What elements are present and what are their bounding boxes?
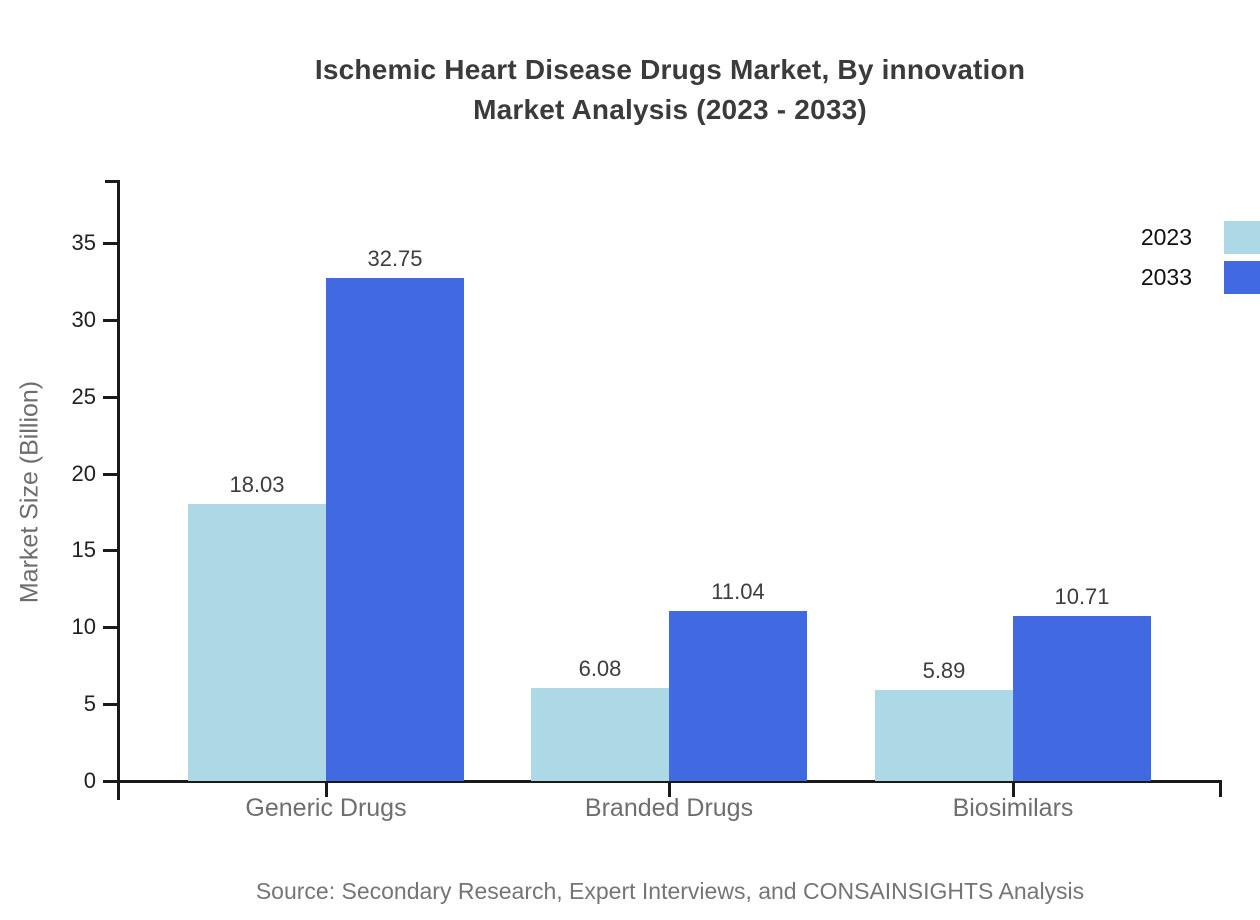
x-tick-mark [668,781,671,797]
legend-label-2033: 2033 [1140,264,1192,290]
category-label-biosimilars: Biosimilars [952,794,1074,822]
y-tick-mark [103,780,118,783]
y-tick-label: 25 [71,383,96,409]
bar-2023-branded-drugs [531,688,669,781]
x-tick-mark [1012,781,1015,797]
y-tick-label: 0 [83,768,96,793]
y-tick-mark [103,626,118,630]
y-tick-label: 35 [71,230,96,255]
bar-2023-biosimilars [875,690,1013,781]
chart-title: Ischemic Heart Disease Drugs Market, By … [40,50,1260,130]
y-tick-label: 10 [71,614,96,640]
chart-title-line2: Market Analysis (2023 - 2033) [473,94,867,125]
legend-row-2023: 2023 [1141,221,1260,254]
value-label-2023-branded-drugs: 6.08 [578,656,622,681]
x-tick-mark [325,781,328,797]
y-tick-mark [103,395,118,399]
y-tick-label: 30 [71,306,96,332]
value-label-2033-generic-drugs: 32.75 [367,246,423,271]
legend-swatch-2023 [1224,221,1260,254]
legend-swatch-2033 [1224,261,1260,294]
y-tick-mark [103,703,118,707]
value-label-2023-generic-drugs: 18.03 [229,472,285,497]
category-label-generic-drugs: Generic Drugs [245,794,407,822]
y-tick-mark [103,242,118,245]
y-tick-label: 5 [83,691,96,717]
x-axis-end-tick [1219,781,1222,797]
value-label-2033-biosimilars: 10.71 [1054,584,1110,609]
legend-label-2023: 2023 [1140,224,1192,250]
legend-row-2033: 2033 [1141,261,1260,294]
y-tick-label: 15 [71,537,96,563]
y-tick-mark [103,472,118,476]
bar-2033-biosimilars [1013,616,1151,781]
y-tick-mark [103,318,118,322]
category-label-branded-drugs: Branded Drugs [584,794,754,822]
y-axis-title: Market Size (Billion) [15,380,44,604]
bar-2033-generic-drugs [326,278,464,781]
bar-2033-branded-drugs [669,611,807,781]
x-axis-line [105,780,1222,783]
source-note: Source: Secondary Research, Expert Inter… [255,878,1085,904]
y-axis-line [117,180,120,800]
bar-2023-generic-drugs [188,504,326,781]
legend: 2023 2033 [1141,221,1260,301]
chart-title-line1: Ischemic Heart Disease Drugs Market, By … [314,54,1026,85]
value-label-2033-branded-drugs: 11.04 [711,579,765,604]
y-tick-label: 20 [71,460,96,486]
y-axis-top-cap [105,180,118,183]
value-label-2023-biosimilars: 5.89 [922,658,966,683]
y-tick-mark [103,549,118,553]
